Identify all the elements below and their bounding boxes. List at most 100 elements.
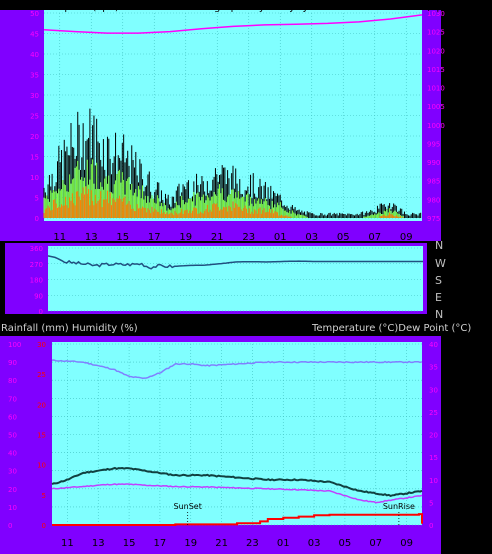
wind-left-tick-label: 5: [35, 195, 39, 203]
rainfall-tick-label: 5: [42, 492, 46, 500]
barometer-tick-label: 1020: [427, 47, 445, 55]
barometer-tick-label: 1000: [427, 122, 445, 130]
temperature-axis: 0 5 10 15 20 25 30 35 40: [429, 341, 438, 530]
humidity-tick-label: 20: [8, 486, 17, 494]
humidity-line: [51, 359, 423, 379]
wind-left-tick-label: 10: [30, 174, 39, 182]
humidity-tick-label: 70: [8, 395, 17, 403]
climate-time-tick-label: 15: [123, 538, 136, 549]
rainfall-axis: 0 5 10 15 20 25 30: [37, 341, 46, 530]
barometer-tick-label: 985: [427, 178, 440, 186]
sun-event-label: SunSet: [173, 502, 201, 511]
climate-time-tick-label: 01: [277, 538, 290, 549]
barometer-right-axis: 975 980 985 990 995 1000 1005 1010 1015 1020 1025 1…: [427, 10, 445, 223]
temperature-tick-label: 40: [429, 341, 438, 349]
wind-time-axis: 11 13 15 17 19 21 23 01 03 05 07 09: [53, 232, 412, 243]
rainfall-tick-label: 15: [37, 432, 46, 440]
direction-tick-label: 90: [34, 292, 43, 300]
sun-annotations: SunSet SunRise: [173, 502, 415, 525]
rainfall-tick-label: 30: [37, 341, 46, 349]
compass-n-bottom: N: [435, 308, 443, 321]
wind-time-tick-label: 17: [148, 232, 161, 243]
wind-time-tick-label: 23: [242, 232, 255, 243]
compass-e: E: [435, 291, 442, 304]
wind-left-tick-label: 0: [35, 215, 39, 223]
climate-time-tick-label: 07: [369, 538, 382, 549]
climate-time-axis: 11 13 15 17 19 21 23 01 03 05 07 09: [61, 538, 413, 549]
direction-axis: 0 90 180 270 360: [30, 245, 43, 316]
climate-plot-area: [52, 342, 422, 525]
barometer-tick-label: 990: [427, 159, 440, 167]
barometer-tick-label: 1010: [427, 85, 445, 93]
temperature-tick-label: 10: [429, 477, 438, 485]
direction-tick-label: 360: [30, 245, 43, 253]
barometer-tick-label: 995: [427, 140, 440, 148]
wind-time-tick-label: 21: [211, 232, 224, 243]
wind-time-tick-label: 03: [305, 232, 318, 243]
wind-left-tick-label: 15: [30, 154, 39, 162]
humidity-tick-label: 50: [8, 432, 17, 440]
direction-grid: [48, 247, 423, 312]
wind-time-tick-label: 11: [53, 232, 66, 243]
climate-time-tick-label: 05: [339, 538, 352, 549]
wind-left-tick-label: 40: [30, 51, 39, 59]
wind-bars: [43, 108, 422, 218]
wind-time-tick-label: 05: [337, 232, 350, 243]
climate-time-tick-label: 03: [308, 538, 321, 549]
wind-time-tick-label: 07: [368, 232, 381, 243]
compass-labels: N W S E N: [435, 239, 446, 321]
rain-humidity-axis-title: Rainfall (mm) Humidity (%): [1, 323, 138, 334]
humidity-tick-label: 100: [8, 341, 21, 349]
sun-event-label: SunRise: [383, 502, 415, 511]
wind-left-tick-label: 30: [30, 92, 39, 100]
wind-time-tick-label: 13: [85, 232, 98, 243]
humidity-tick-label: 30: [8, 468, 17, 476]
barometer-tick-label: 1025: [427, 29, 445, 37]
rainfall-tick-label: 0: [42, 522, 46, 530]
temperature-tick-label: 5: [429, 499, 433, 507]
compass-s: S: [435, 274, 442, 287]
climate-time-tick-label: 09: [400, 538, 413, 549]
humidity-tick-label: 10: [8, 504, 17, 512]
climate-time-tick-label: 11: [61, 538, 74, 549]
rainfall-line: [52, 513, 423, 526]
temperature-tick-label: 0: [429, 522, 433, 530]
barometer-line: [43, 14, 423, 34]
climate-time-tick-label: 23: [246, 538, 259, 549]
humidity-axis: 0 10 20 30 40 50 60 70 80 90 100: [8, 341, 21, 530]
direction-tick-label: 180: [30, 277, 43, 285]
wind-left-tick-label: 50: [30, 10, 39, 18]
temperature-tick-label: 20: [429, 432, 438, 440]
direction-tick-label: 0: [39, 308, 43, 316]
humidity-tick-label: 40: [8, 450, 17, 458]
temperature-axis-title: Temperature (°C)Dew Point (°C): [311, 323, 471, 334]
dewpoint-line: [51, 483, 423, 504]
temperature-tick-label: 30: [429, 386, 438, 394]
barometer-tick-label: 1005: [427, 103, 445, 111]
humidity-tick-label: 0: [8, 522, 12, 530]
humidity-tick-label: 80: [8, 377, 17, 385]
climate-time-tick-label: 17: [154, 538, 167, 549]
barometer-axis-title: Barometer (hpa): [370, 2, 453, 13]
compass-w: W: [435, 257, 446, 270]
humidity-tick-label: 90: [8, 359, 17, 367]
wind-left-tick-label: 20: [30, 133, 39, 141]
wind-left-tick-label: 25: [30, 113, 39, 121]
climate-time-tick-label: 13: [92, 538, 105, 549]
temperature-tick-label: 15: [429, 454, 438, 462]
barometer-tick-label: 1015: [427, 66, 445, 74]
wind-time-tick-label: 19: [179, 232, 192, 243]
wind-direction-line: [47, 255, 423, 270]
wind-time-tick-label: 01: [274, 232, 287, 243]
wind-time-tick-label: 15: [116, 232, 129, 243]
barometer-tick-label: 975: [427, 215, 440, 223]
wind-left-axis: 0 5 10 15 20 25 30 35 40 45 50: [30, 10, 39, 223]
rainfall-tick-label: 10: [37, 462, 46, 470]
temperature-line: [51, 466, 423, 497]
rainfall-tick-label: 25: [37, 371, 46, 379]
climate-grid: [52, 343, 422, 526]
climate-time-tick-label: 21: [215, 538, 228, 549]
barometer-tick-label: 980: [427, 196, 440, 204]
direction-tick-label: 270: [30, 261, 43, 269]
